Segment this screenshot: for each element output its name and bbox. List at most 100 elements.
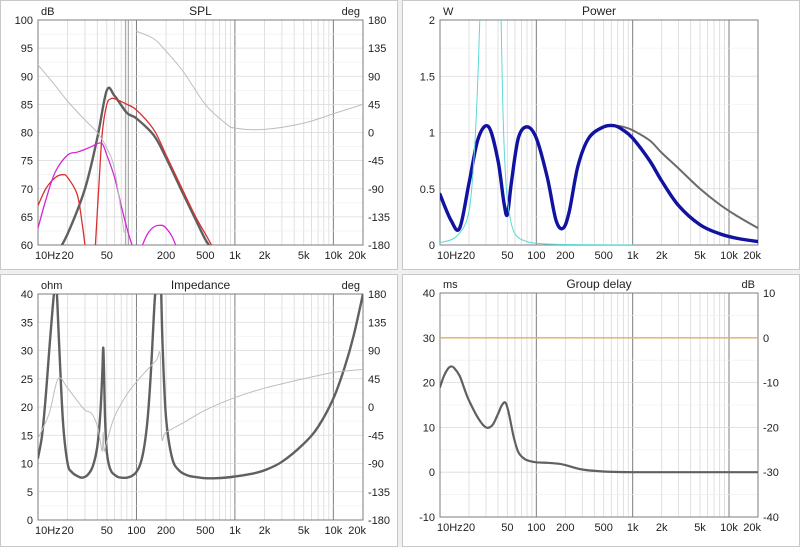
y-tick-label: 10: [21, 459, 33, 471]
x-tick-label: 100: [127, 525, 145, 537]
x-tick-label: 1k: [627, 522, 639, 534]
series-line-0: [60, 86, 211, 245]
y-tick-label: 100: [15, 15, 33, 27]
y2-tick-label: -135: [368, 212, 390, 224]
y2-tick-label: 45: [368, 374, 380, 386]
impedance-chart-panel: Impedance ohm deg 0 5 10 15 20 25 30 35 40 -180 -135 -…: [0, 274, 398, 547]
series-line-5: [38, 64, 125, 233]
y-tick-label: 40: [423, 288, 435, 300]
x-tick-label: 10k: [324, 525, 342, 537]
x-tick-label: 10k: [720, 250, 738, 262]
y-axis-unit: dB: [41, 6, 54, 18]
y2-tick-label: -180: [368, 515, 390, 527]
y-tick-label: 30: [423, 333, 435, 345]
x-tick-label: 20: [463, 250, 475, 262]
power-chart-panel: Power W 0 0.5 1 1.5 2 10Hz 20 50 100 200 500 1k 2k 5k 10…: [402, 0, 800, 270]
grid: [439, 292, 759, 518]
y2-tick-label: 180: [368, 289, 386, 301]
x-tick-label: 100: [527, 522, 545, 534]
series-line-2: [160, 294, 363, 480]
y-tick-label: 10: [423, 422, 435, 434]
series-line-2: [38, 174, 86, 245]
y2-tick-label: 180: [368, 15, 386, 27]
y-tick-label: 95: [21, 43, 33, 55]
plot-frame: [37, 293, 364, 521]
series-line-3: [500, 20, 634, 245]
x-tick-label: 20k: [743, 250, 761, 262]
x-tick-label: 2k: [656, 250, 668, 262]
series-line-1: [55, 294, 157, 479]
y-tick-label: 5: [27, 487, 33, 499]
x-tick-label: 2k: [259, 525, 271, 537]
x-tick-label: 10Hz: [437, 250, 463, 262]
spl-chart: SPL dB deg 60 65 70 75 80 85 90 95 100 -180 -135 -90 -4…: [15, 4, 390, 262]
series-line-0: [440, 124, 758, 232]
y-tick-label: 20: [21, 402, 33, 414]
x-tick-label: 2k: [259, 250, 271, 262]
x-tick-label: 50: [501, 522, 513, 534]
series-line-6: [135, 30, 363, 131]
series-line-0: [440, 365, 758, 474]
series-group: [38, 30, 363, 245]
y-tick-label: 85: [21, 99, 33, 111]
power-chart: Power W 0 0.5 1 1.5 2 10Hz 20 50 100 200 500 1k 2k 5k 10…: [420, 4, 762, 262]
x-tick-label: 200: [157, 525, 175, 537]
x-tick-label: 10k: [720, 522, 738, 534]
x-tick-label: 1k: [229, 525, 241, 537]
y2-axis-unit: deg: [342, 280, 360, 292]
x-tick-label: 2k: [656, 522, 668, 534]
series-group: [440, 337, 758, 474]
y-tick-label: 0: [27, 515, 33, 527]
chart-title: Group delay: [566, 277, 631, 291]
y2-tick-label: -30: [763, 467, 779, 479]
plot-frame: [439, 292, 759, 518]
group-delay-chart: Group delay ms dB -10 0 10 20 30 40 -40 -30 -20 -10 0…: [419, 277, 779, 534]
y2-tick-label: 90: [368, 346, 380, 358]
y-tick-label: 35: [21, 317, 33, 329]
series-line-2: [440, 20, 481, 244]
y-tick-label: 1.5: [420, 71, 435, 83]
chart-title: Impedance: [171, 278, 231, 292]
y2-tick-label: 10: [763, 288, 775, 300]
series-line-3: [38, 351, 363, 452]
y-axis-unit: W: [443, 6, 454, 18]
y-tick-label: 70: [21, 184, 33, 196]
series-line-1: [94, 97, 213, 245]
y-tick-label: 90: [21, 71, 33, 83]
x-tick-label: 5k: [298, 250, 310, 262]
y-tick-label: 60: [21, 240, 33, 252]
x-tick-label: 10Hz: [35, 525, 61, 537]
x-tick-label: 5k: [694, 522, 706, 534]
x-tick-label: 5k: [694, 250, 706, 262]
y-tick-label: 0.5: [420, 184, 435, 196]
y2-tick-label: 0: [763, 333, 769, 345]
y2-axis-unit: dB: [742, 279, 755, 291]
x-tick-label: 500: [594, 250, 612, 262]
series-group: [440, 20, 758, 245]
series-line-4: [141, 224, 177, 245]
y2-tick-label: -180: [368, 240, 390, 252]
y-tick-label: 25: [21, 374, 33, 386]
y-tick-label: 65: [21, 212, 33, 224]
x-tick-label: 200: [556, 250, 574, 262]
x-tick-label: 20k: [348, 250, 366, 262]
y-tick-label: 1: [429, 128, 435, 140]
grid: [37, 19, 364, 246]
y-tick-label: 2: [429, 15, 435, 27]
x-tick-label: 500: [196, 250, 214, 262]
y-tick-label: 40: [21, 289, 33, 301]
spl-chart-panel: SPL dB deg 60 65 70 75 80 85 90 95 100 -180 -135 -90 -4…: [0, 0, 398, 270]
x-tick-label: 200: [556, 522, 574, 534]
y-tick-label: 30: [21, 346, 33, 358]
impedance-chart: Impedance ohm deg 0 5 10 15 20 25 30 35 40 -180 -135 -…: [21, 278, 390, 537]
x-tick-label: 500: [594, 522, 612, 534]
y2-tick-label: 90: [368, 71, 380, 83]
x-tick-label: 20: [62, 250, 74, 262]
x-tick-label: 10k: [324, 250, 342, 262]
x-tick-label: 500: [196, 525, 214, 537]
chart-title: Power: [582, 4, 616, 18]
x-tick-label: 20: [463, 522, 475, 534]
grid: [439, 19, 759, 246]
y2-tick-label: -45: [368, 156, 384, 168]
